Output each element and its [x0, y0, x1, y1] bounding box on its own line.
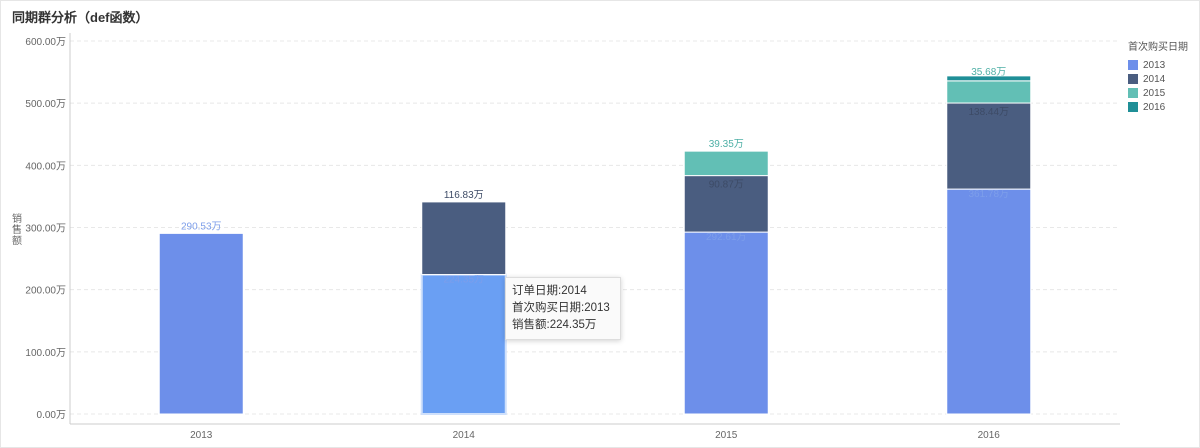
bar-segment[interactable]	[946, 75, 1032, 82]
data-label: 35.68万	[971, 67, 1006, 78]
data-label: 116.83万	[444, 190, 484, 201]
y-axis-label: 售	[12, 223, 22, 236]
legend: 首次购买日期 2013 2014 2015 2016	[1128, 38, 1188, 114]
legend-item[interactable]: 2015	[1128, 86, 1188, 100]
x-tick-label: 2014	[453, 430, 476, 441]
legend-label: 2016	[1143, 101, 1166, 113]
legend-label: 2015	[1143, 87, 1166, 99]
bar-segment[interactable]	[421, 201, 507, 276]
legend-swatch	[1128, 74, 1138, 84]
bar-segment[interactable]	[420, 273, 507, 415]
y-tick-label: 300.00万	[25, 224, 66, 235]
y-tick-label: 0.00万	[37, 410, 66, 421]
y-tick-label: 600.00万	[25, 37, 66, 48]
y-tick-label: 100.00万	[25, 348, 66, 359]
data-label: 90.87万	[709, 180, 744, 191]
legend-label: 2013	[1143, 59, 1166, 71]
tooltip-order-date: 订单日期:2014	[512, 285, 587, 297]
legend-swatch	[1128, 88, 1138, 98]
y-axis-label: 额	[12, 234, 22, 247]
legend-item[interactable]: 2013	[1128, 58, 1188, 72]
y-tick-label: 500.00万	[25, 99, 66, 110]
y-tick-label: 400.00万	[25, 161, 66, 172]
legend-item[interactable]: 2014	[1128, 72, 1188, 86]
data-label: 290.53万	[181, 221, 222, 232]
chart-title: 同期群分析（def函数）	[12, 10, 149, 25]
data-label: 224.35万	[443, 275, 484, 286]
data-label: 361.78万	[968, 189, 1009, 200]
bar-segment[interactable]	[683, 175, 769, 233]
bar-segment[interactable]	[946, 80, 1032, 104]
x-tick-label: 2016	[978, 430, 1001, 441]
x-tick-label: 2015	[715, 430, 738, 441]
data-label: 138.44万	[968, 107, 1009, 118]
bar-segment[interactable]	[158, 232, 244, 415]
bar-segment[interactable]	[946, 188, 1032, 415]
legend-swatch	[1128, 60, 1138, 70]
tooltip: 订单日期:2014 首次购买日期:2013 销售额:224.35万	[505, 277, 621, 340]
tooltip-sales: 销售额:224.35万	[512, 319, 597, 331]
bar-segment[interactable]	[683, 150, 769, 177]
y-axis-label: 销	[12, 212, 22, 225]
bar-segment[interactable]	[683, 231, 769, 415]
y-tick-label: 200.00万	[25, 286, 66, 297]
tooltip-first-purchase-date: 首次购买日期:2013	[512, 302, 610, 314]
legend-swatch	[1128, 102, 1138, 112]
legend-item[interactable]: 2016	[1128, 100, 1188, 114]
data-label: 39.35万	[709, 139, 744, 150]
legend-title: 首次购买日期	[1128, 42, 1188, 53]
legend-label: 2014	[1143, 73, 1166, 85]
x-tick-label: 2013	[190, 430, 213, 441]
data-label: 292.61万	[706, 232, 747, 243]
